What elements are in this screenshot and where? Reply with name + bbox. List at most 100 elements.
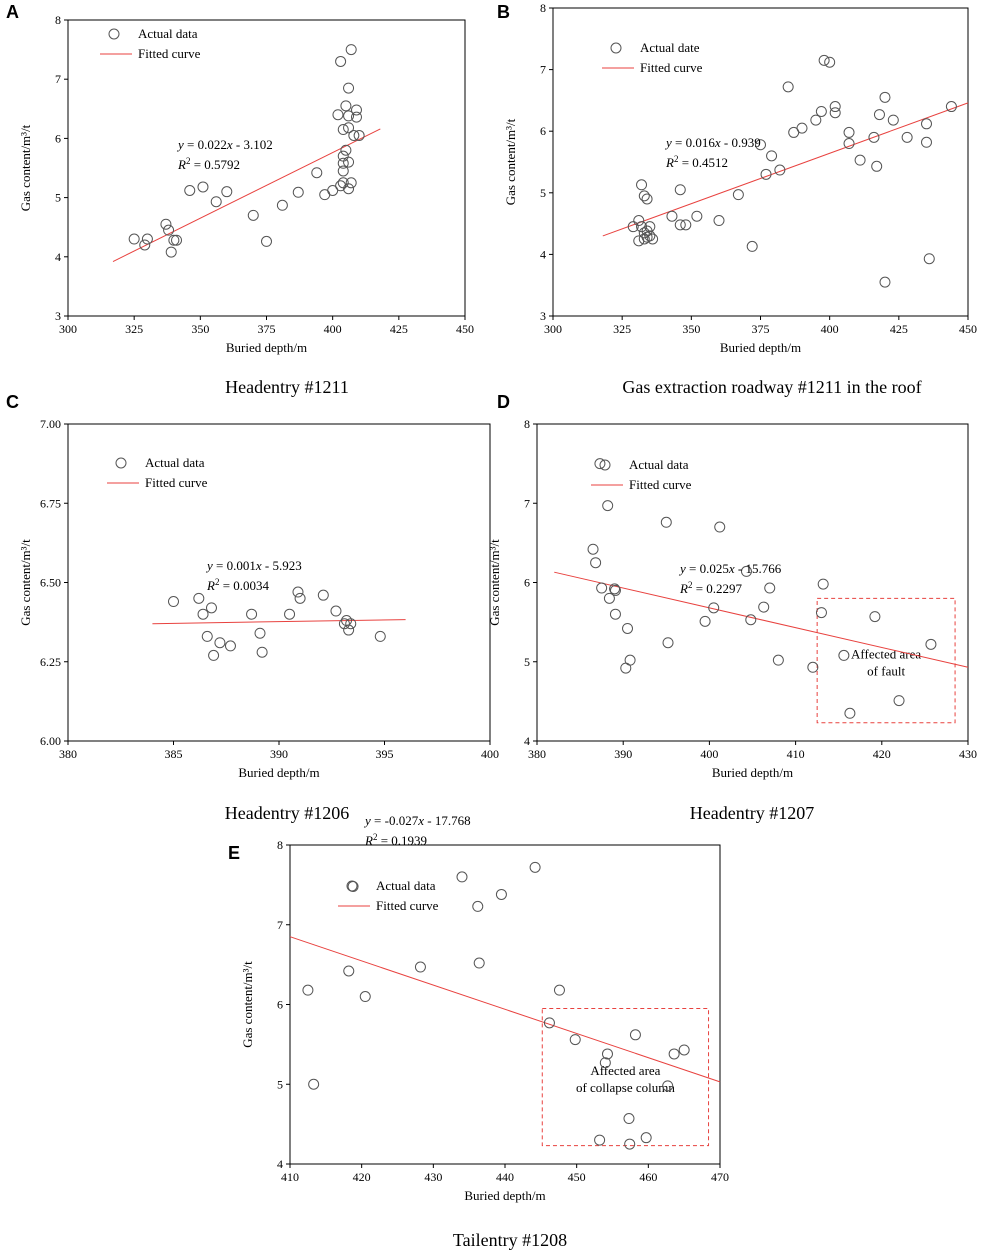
panel-letter: D (497, 392, 510, 412)
x-tick-label: 375 (752, 322, 770, 336)
data-point (807, 661, 819, 673)
data-point (254, 627, 266, 639)
x-tick-label: 390 (614, 747, 632, 761)
chart-panel-a: A 300 325 350 375 400 425 450 3 4 5 6 7 8 Buried depth… (6, 2, 474, 397)
x-tick-label: 430 (424, 1170, 442, 1184)
data-point (139, 239, 151, 251)
data-point (772, 654, 784, 666)
data-point (197, 608, 209, 620)
data-point (873, 109, 885, 121)
data-point (629, 1029, 641, 1041)
fitted-curve-line (152, 619, 406, 625)
data-point (869, 611, 881, 623)
data-point (624, 1138, 636, 1150)
x-tick-label: 410 (281, 1170, 299, 1184)
data-point (343, 624, 355, 636)
data-point (758, 601, 770, 613)
x-tick-label: 450 (568, 1170, 586, 1184)
y-tick-label: 8 (540, 1, 546, 15)
data-point (678, 1044, 690, 1056)
data-point (208, 649, 220, 661)
affected-area-label: of fault (867, 664, 905, 679)
data-point (732, 189, 744, 201)
data-point (359, 991, 371, 1003)
x-tick-label: 390 (270, 747, 288, 761)
panel-letter: A (6, 2, 19, 22)
data-point (603, 592, 615, 604)
data-point (760, 168, 772, 180)
y-tick-label: 8 (524, 417, 530, 431)
data-point (609, 583, 621, 595)
data-point (633, 215, 645, 227)
y-tick-label: 7 (277, 918, 283, 932)
data-point (261, 235, 272, 247)
fit-r-squared: R2 = 0.1939 (364, 832, 427, 848)
data-point (893, 695, 905, 707)
x-tick-label: 425 (390, 322, 408, 336)
data-point (335, 55, 347, 67)
legend-label-points: Actual data (138, 26, 198, 41)
x-tick-label: 380 (528, 747, 546, 761)
data-point (343, 183, 355, 195)
x-tick-label: 385 (165, 747, 183, 761)
y-axis-label: Gas content/m³/t (487, 539, 502, 626)
affected-area-box (816, 597, 956, 724)
data-point (699, 615, 711, 627)
data-point (609, 608, 621, 620)
data-point (292, 186, 304, 198)
data-point (594, 1134, 606, 1146)
data-point (340, 100, 352, 112)
fitted-curve-line (554, 571, 969, 668)
legend-marker-points (108, 28, 120, 40)
data-point (647, 233, 659, 245)
data-point (764, 582, 776, 594)
data-point (638, 190, 650, 202)
data-point (337, 150, 349, 162)
fit-r-squared: R2 = 0.4512 (665, 154, 728, 170)
data-point (796, 122, 808, 134)
data-point (340, 144, 352, 156)
data-point (276, 199, 288, 211)
legend: Actual data Fitted curve (338, 878, 439, 913)
x-tick-label: 470 (711, 1170, 729, 1184)
fit-r-squared: R2 = 0.2297 (679, 580, 743, 596)
plot-frame (552, 7, 969, 317)
data-point (294, 592, 306, 604)
data-point (923, 253, 935, 265)
data-point (343, 965, 355, 977)
fit-r-squared: R2 = 0.0034 (206, 577, 270, 593)
data-point (308, 1078, 320, 1090)
data-point (343, 122, 355, 134)
x-tick-label: 380 (59, 747, 77, 761)
x-tick-label: 325 (125, 322, 143, 336)
legend-label-fit: Fitted curve (640, 60, 703, 75)
legend-label-points: Actual data (629, 457, 689, 472)
x-axis-label: Buried depth/m (464, 1188, 545, 1203)
data-point (330, 605, 342, 617)
data-point (674, 219, 686, 231)
legend-marker-points (610, 42, 622, 54)
x-axis-label: Buried depth/m (712, 765, 793, 780)
x-tick-label: 430 (959, 747, 977, 761)
data-point (740, 565, 752, 577)
x-axis-label: Buried depth/m (238, 765, 319, 780)
legend: Actual data Fitted curve (591, 457, 692, 492)
data-point (843, 138, 855, 150)
data-point (343, 110, 355, 122)
x-tick-label: 400 (324, 322, 342, 336)
y-axis-label: Gas content/m³/t (503, 118, 518, 205)
data-point (774, 164, 786, 176)
data-point (879, 91, 891, 103)
data-point (829, 101, 841, 113)
panel-letter: C (6, 392, 19, 412)
y-tick-label: 5 (55, 191, 61, 205)
data-point (624, 654, 636, 666)
x-tick-label: 400 (821, 322, 839, 336)
data-point (622, 622, 634, 634)
x-tick-label: 420 (353, 1170, 371, 1184)
data-point (708, 602, 720, 614)
y-tick-label: 7 (55, 72, 61, 86)
data-point (317, 589, 329, 601)
data-point (829, 107, 841, 119)
